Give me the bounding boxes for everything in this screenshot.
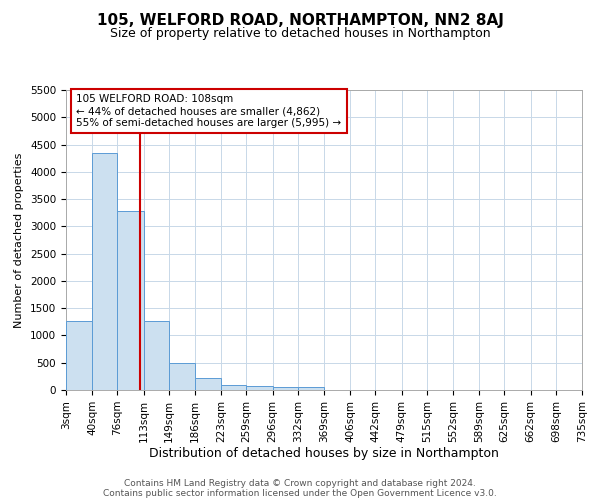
Text: 105 WELFORD ROAD: 108sqm
← 44% of detached houses are smaller (4,862)
55% of sem: 105 WELFORD ROAD: 108sqm ← 44% of detach…	[76, 94, 341, 128]
X-axis label: Distribution of detached houses by size in Northampton: Distribution of detached houses by size …	[149, 448, 499, 460]
Bar	[272, 387, 298, 390]
Text: Size of property relative to detached houses in Northampton: Size of property relative to detached ho…	[110, 28, 490, 40]
Bar	[66, 322, 92, 390]
Bar	[221, 385, 247, 390]
Bar	[195, 378, 221, 390]
Text: Contains public sector information licensed under the Open Government Licence v3: Contains public sector information licen…	[103, 488, 497, 498]
Text: Contains HM Land Registry data © Crown copyright and database right 2024.: Contains HM Land Registry data © Crown c…	[124, 478, 476, 488]
Bar	[143, 322, 169, 390]
Bar	[92, 154, 118, 390]
Bar	[118, 211, 143, 390]
Bar	[169, 364, 195, 390]
Bar	[298, 388, 324, 390]
Y-axis label: Number of detached properties: Number of detached properties	[14, 152, 25, 328]
Text: 105, WELFORD ROAD, NORTHAMPTON, NN2 8AJ: 105, WELFORD ROAD, NORTHAMPTON, NN2 8AJ	[97, 12, 503, 28]
Bar	[247, 386, 272, 390]
